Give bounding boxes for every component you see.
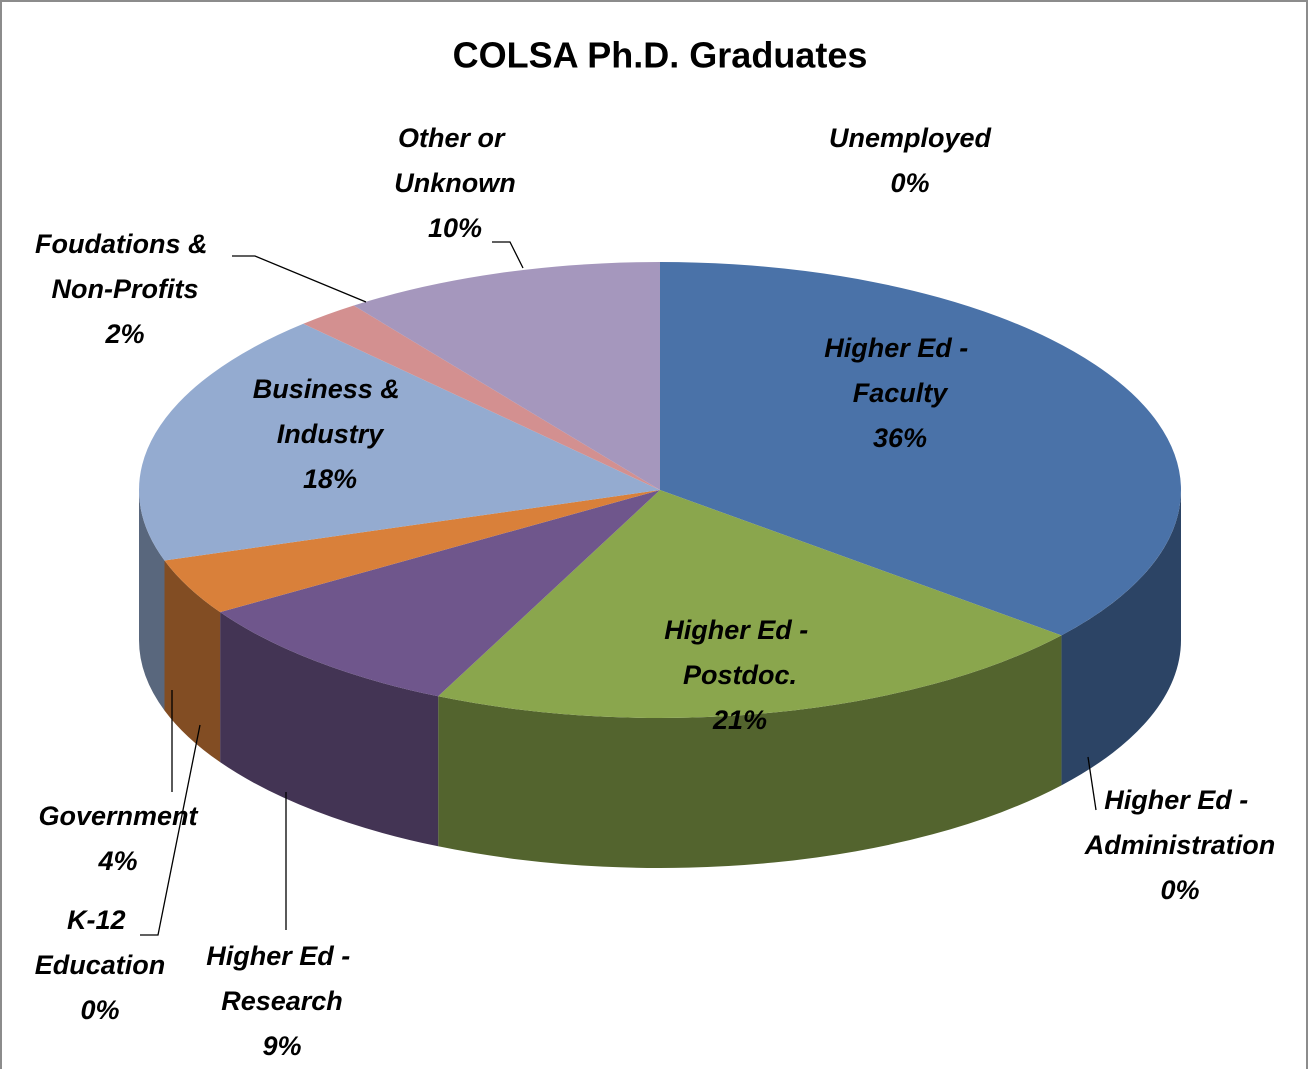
pie-sides [139, 490, 1181, 869]
slice [660, 262, 1181, 636]
pie-tops [138, 262, 1181, 719]
slice-side [1061, 490, 1181, 786]
slice [220, 490, 660, 613]
slice-side [438, 635, 1062, 869]
slice-value-label: 18% [303, 464, 357, 494]
slice-value-label: 21% [712, 705, 767, 735]
slice-label: Foudations & Non-Profits [35, 229, 215, 304]
slice [138, 323, 660, 561]
slice [220, 490, 660, 697]
labels: Higher Ed - Faculty 36% Higher Ed - Admini… [35, 123, 1276, 1061]
slice-value-label: 9% [262, 1031, 301, 1061]
slice [303, 305, 660, 490]
leader-line [140, 724, 201, 936]
slice-value-label: 0% [890, 168, 929, 198]
slice-value-label: 2% [104, 319, 144, 349]
slice-label: Business & Industry [253, 374, 408, 449]
slice-label: Higher Ed - Research [206, 941, 358, 1016]
slice-label: K-12 Education [35, 905, 166, 980]
leader-line [1087, 756, 1097, 811]
slice-value-label: 10% [428, 213, 482, 243]
slice-value-label: 36% [873, 423, 927, 453]
slice-label: Other or Unknown [394, 123, 516, 198]
slice-label: Higher Ed - Administration [1084, 785, 1276, 860]
chart-title: COLSA Ph.D. Graduates [453, 35, 868, 76]
leader-lines [140, 241, 1097, 936]
slice-value-label: 0% [1160, 875, 1199, 905]
slice-side [220, 612, 439, 847]
slice-label: Government [38, 801, 198, 831]
slice-label: Unemployed [829, 123, 992, 153]
slice-side [164, 560, 221, 763]
slice [164, 490, 660, 613]
slice [353, 262, 660, 490]
slice-label: Higher Ed - Postdoc. [664, 615, 816, 690]
slice-label: Higher Ed - Faculty [824, 333, 976, 408]
slice-value-label: 0% [80, 995, 119, 1025]
leader-line [232, 255, 367, 303]
leader-line [492, 241, 524, 269]
slice-side [139, 490, 165, 711]
slice-value-label: 4% [97, 846, 137, 876]
slice [438, 490, 1062, 719]
